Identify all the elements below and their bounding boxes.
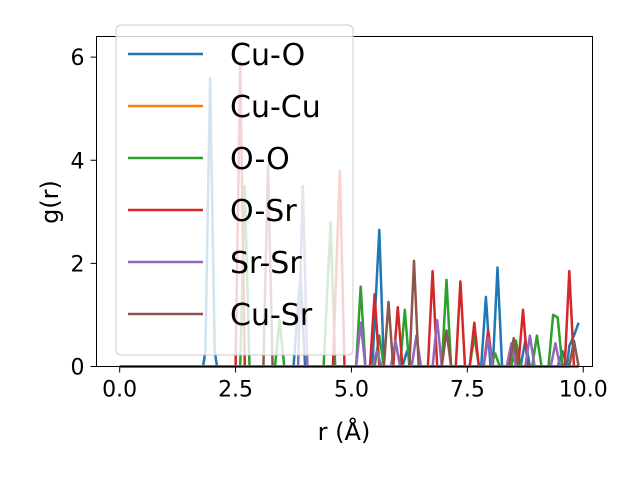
- y-tick-label: 2: [71, 252, 85, 277]
- y-tick-label: 6: [71, 46, 85, 71]
- legend: Cu-O Cu-Cu O-O O-Sr Sr-Sr Cu-Sr: [115, 24, 354, 356]
- legend-label: O-O: [230, 142, 290, 177]
- x-tick-label: 7.5: [450, 378, 485, 403]
- x-tick-label: 10.0: [559, 378, 608, 403]
- legend-label: Cu-Cu: [230, 90, 321, 125]
- x-tick-label: 2.5: [218, 378, 253, 403]
- y-axis-ticks: 0 2 4 6: [71, 46, 97, 381]
- x-tick-label: 5.0: [334, 378, 369, 403]
- legend-label: O-Sr: [230, 194, 297, 229]
- x-axis-ticks: 0.0 2.5 5.0 7.5 10.0: [102, 366, 608, 403]
- legend-label: Cu-Sr: [230, 298, 313, 333]
- legend-label: Cu-O: [230, 38, 305, 73]
- x-tick-label: 0.0: [102, 378, 137, 403]
- legend-label: Sr-Sr: [230, 246, 302, 281]
- y-tick-label: 0: [71, 356, 85, 381]
- y-axis-label: g(r): [36, 180, 64, 224]
- y-tick-label: 4: [71, 149, 85, 174]
- legend-box: [115, 24, 354, 356]
- x-axis-label: r (Å): [318, 417, 371, 446]
